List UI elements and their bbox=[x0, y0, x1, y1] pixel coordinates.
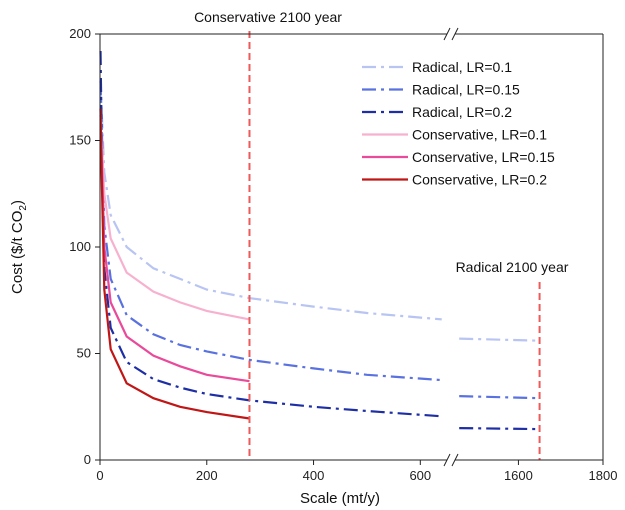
y-axis-title: Cost ($/t CO2) bbox=[9, 200, 29, 294]
axis-break-mark bbox=[443, 453, 451, 467]
y-axis-title-end: ) bbox=[9, 200, 26, 205]
series-group bbox=[99, 50, 540, 431]
x-tick-label: 0 bbox=[96, 468, 103, 483]
y-tick-label: 100 bbox=[69, 239, 91, 254]
axes: 0 50 100 150 200 0 200 400 600 1600 1800 bbox=[69, 26, 617, 483]
x-tick-label: 600 bbox=[409, 468, 431, 483]
axis-break-mark bbox=[451, 453, 459, 467]
x-axis-title: Scale (mt/y) bbox=[300, 490, 380, 507]
legend-label-3: Radical, LR=0.2 bbox=[412, 104, 512, 120]
series-line-2 bbox=[99, 80, 442, 382]
legend-label-4: Conservative, LR=0.1 bbox=[412, 127, 547, 143]
axis-break-mark bbox=[451, 27, 459, 41]
legend-label-5: Conservative, LR=0.15 bbox=[412, 149, 555, 165]
series-line-3-right bbox=[459, 427, 540, 431]
series-line-3 bbox=[99, 50, 442, 418]
y-axis-title-subscript: 2 bbox=[18, 205, 29, 211]
series-line-2-right bbox=[459, 395, 540, 400]
series-line-1 bbox=[99, 87, 442, 321]
y-tick-label: 150 bbox=[69, 133, 91, 148]
axis-break-mark bbox=[443, 27, 451, 41]
x-tick-label: 1600 bbox=[504, 468, 533, 483]
legend-label-2: Radical, LR=0.15 bbox=[412, 82, 520, 98]
x-tick-label: 400 bbox=[303, 468, 325, 483]
legend: Radical, LR=0.1 Radical, LR=0.15 Radical, … bbox=[362, 59, 555, 188]
series-line-6 bbox=[99, 108, 250, 420]
y-tick-label: 50 bbox=[77, 346, 91, 361]
legend-label-1: Radical, LR=0.1 bbox=[412, 59, 512, 75]
reference-lines: Conservative 2100 year Radical 2100 year bbox=[194, 9, 569, 460]
x-tick-label: 200 bbox=[196, 468, 218, 483]
legend-label-6: Conservative, LR=0.2 bbox=[412, 172, 547, 188]
annotation-2: Radical 2100 year bbox=[456, 259, 569, 275]
x-tick-label: 1800 bbox=[589, 468, 618, 483]
y-axis-title-main: Cost ($/t CO bbox=[9, 211, 26, 294]
y-tick-label: 0 bbox=[84, 452, 91, 467]
series-line-5 bbox=[99, 114, 250, 383]
series-line-1-right bbox=[459, 337, 540, 342]
series-line-4 bbox=[99, 119, 250, 321]
y-tick-label: 200 bbox=[69, 26, 91, 41]
annotation-1: Conservative 2100 year bbox=[194, 9, 342, 25]
